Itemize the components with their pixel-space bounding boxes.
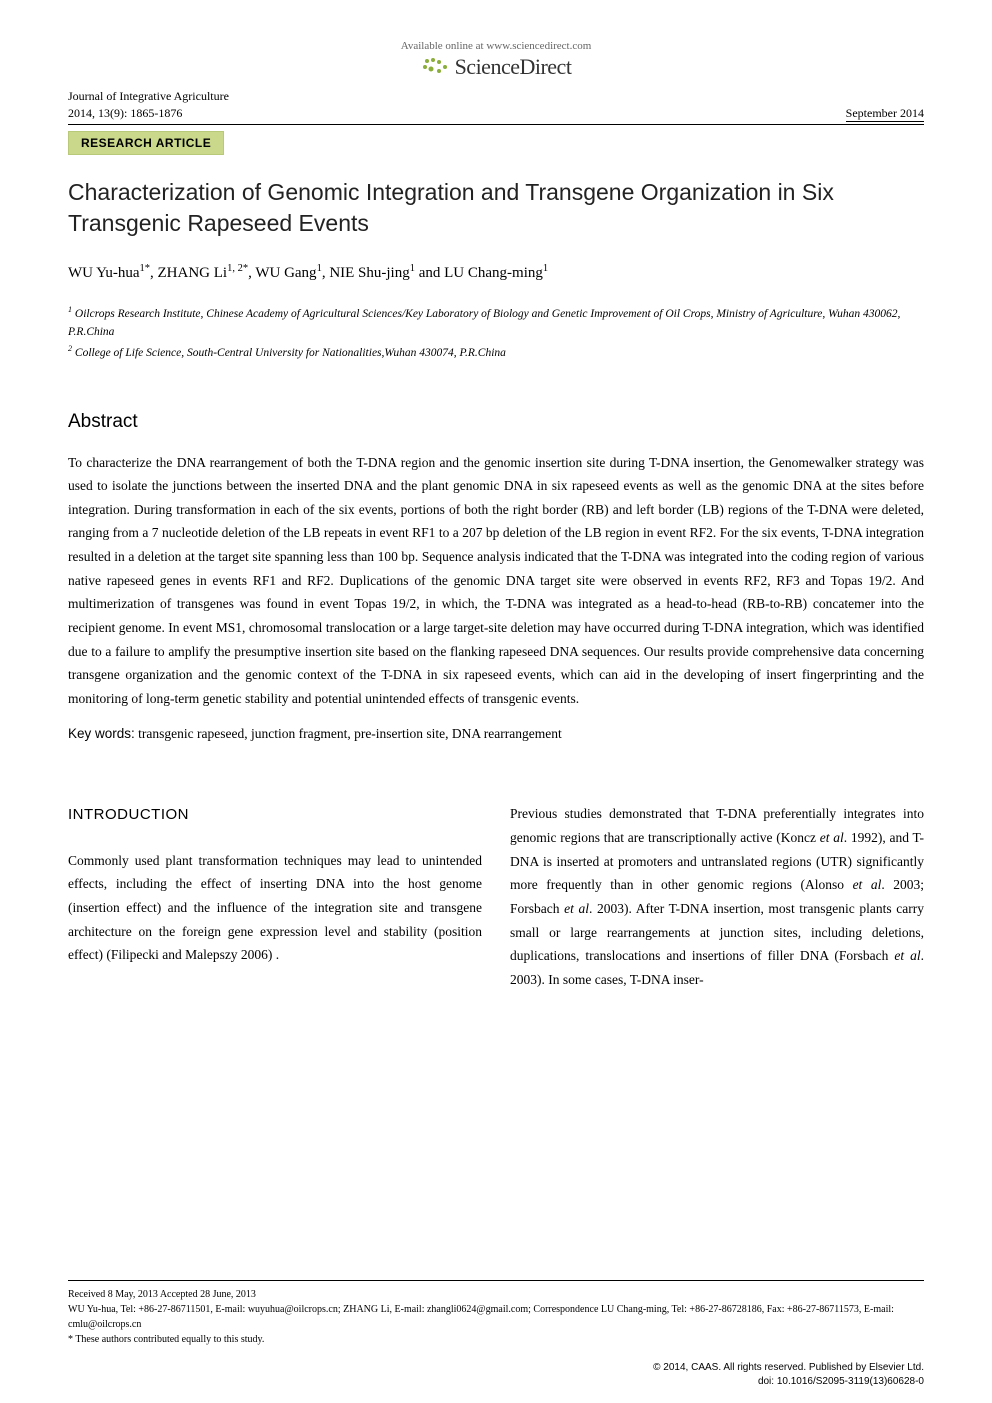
keywords-label: Key words: <box>68 726 135 741</box>
article-type-badge: RESEARCH ARTICLE <box>68 131 224 155</box>
journal-name: Journal of Integrative Agriculture <box>68 88 229 105</box>
article-footer: Received 8 May, 2013 Accepted 28 June, 2… <box>68 1280 924 1347</box>
copyright-line: © 2014, CAAS. All rights reserved. Publi… <box>653 1361 924 1375</box>
page-header: Available online at www.sciencedirect.co… <box>68 40 924 155</box>
abstract-body: To characterize the DNA rearrangement of… <box>68 451 924 711</box>
keywords-line: Key words: transgenic rapeseed, junction… <box>68 726 924 742</box>
affiliations-block: 1 Oilcrops Research Institute, Chinese A… <box>68 304 924 363</box>
journal-meta-row: Journal of Integrative Agriculture 2014,… <box>68 88 924 125</box>
introduction-heading: INTRODUCTION <box>68 802 482 828</box>
affiliation-1: 1 Oilcrops Research Institute, Chinese A… <box>68 304 924 342</box>
body-columns: INTRODUCTION Commonly used plant transfo… <box>68 802 924 991</box>
intro-paragraph-right: Previous studies demonstrated that T-DNA… <box>510 802 924 991</box>
equal-contribution-note: * These authors contributed equally to t… <box>68 1332 924 1347</box>
brand-logo-row: ScienceDirect <box>68 54 924 80</box>
copyright-block: © 2014, CAAS. All rights reserved. Publi… <box>653 1361 924 1389</box>
author-list: WU Yu-hua1*, ZHANG Li1, 2*, WU Gang1, NI… <box>68 263 924 282</box>
left-column: INTRODUCTION Commonly used plant transfo… <box>68 802 482 991</box>
abstract-heading: Abstract <box>68 411 924 433</box>
sciencedirect-logo-icon <box>421 57 449 77</box>
intro-paragraph-left: Commonly used plant transformation techn… <box>68 849 482 967</box>
publication-date: September 2014 <box>846 106 924 122</box>
received-dates: Received 8 May, 2013 Accepted 28 June, 2… <box>68 1287 924 1302</box>
article-title: Characterization of Genomic Integration … <box>68 177 924 239</box>
right-column: Previous studies demonstrated that T-DNA… <box>510 802 924 991</box>
doi-line: doi: 10.1016/S2095-3119(13)60628-0 <box>653 1375 924 1389</box>
affiliation-2: 2 College of Life Science, South-Central… <box>68 343 924 362</box>
issue-info: 2014, 13(9): 1865-1876 <box>68 105 229 122</box>
sciencedirect-brand: ScienceDirect <box>455 54 572 80</box>
correspondence-info: WU Yu-hua, Tel: +86-27-86711501, E-mail:… <box>68 1302 924 1332</box>
keywords-text: transgenic rapeseed, junction fragment, … <box>135 726 562 741</box>
journal-info: Journal of Integrative Agriculture 2014,… <box>68 88 229 122</box>
available-online-text: Available online at www.sciencedirect.co… <box>68 40 924 52</box>
